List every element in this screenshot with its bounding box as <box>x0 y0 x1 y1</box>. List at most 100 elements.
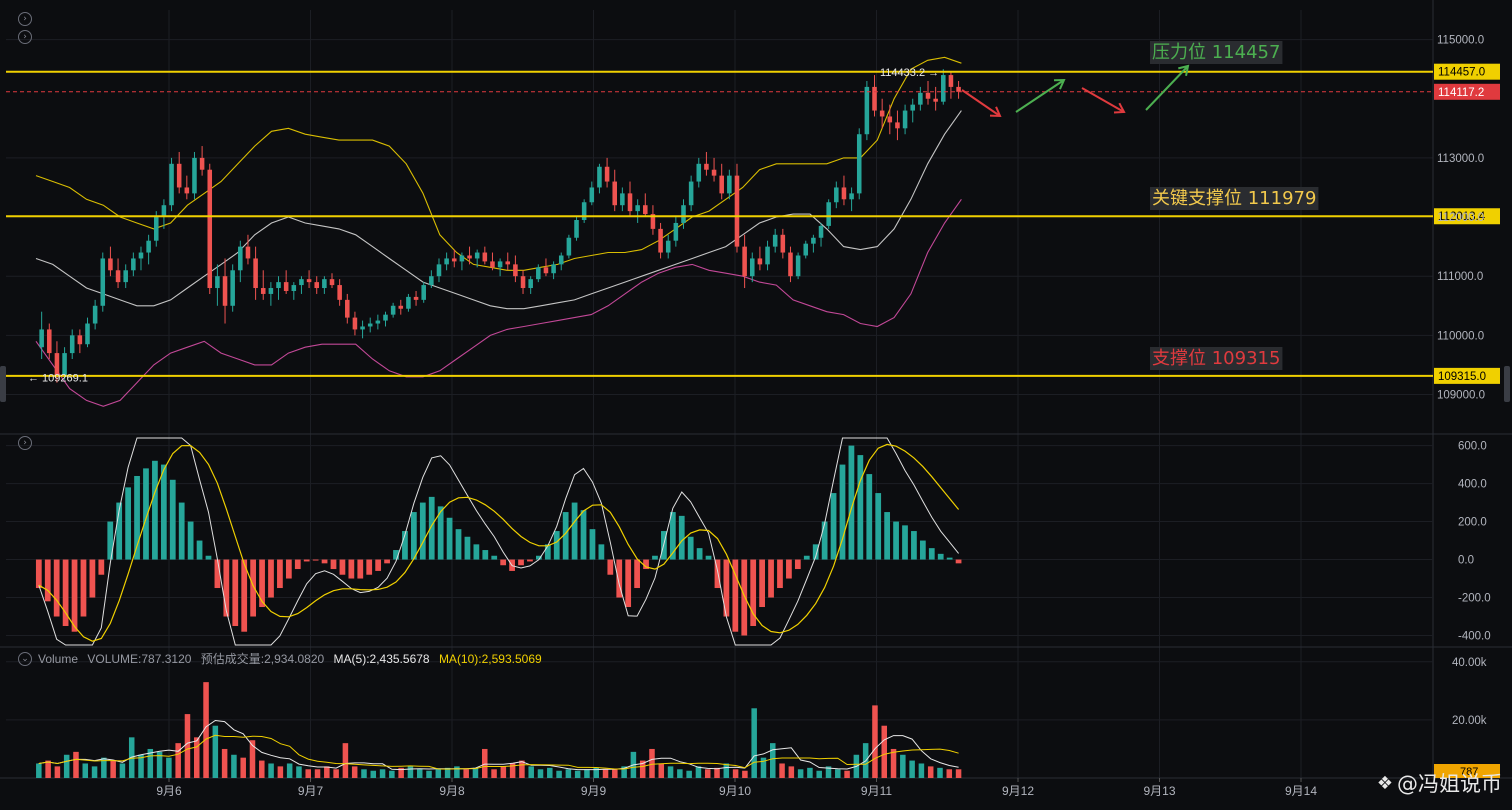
candle-up <box>681 205 686 223</box>
candle-down <box>926 93 931 99</box>
volume-bar <box>83 763 89 778</box>
macd-bar-positive <box>697 548 703 559</box>
candle-up <box>551 264 556 273</box>
macd-bar-negative <box>384 560 390 564</box>
expand-legend-icon[interactable]: › <box>18 30 32 44</box>
macd-bar-positive <box>206 556 212 560</box>
volume-bar <box>55 766 61 778</box>
candle-down <box>330 279 335 285</box>
volume-bar <box>900 755 906 778</box>
macd-bar-negative <box>759 560 765 607</box>
volume-bar <box>491 769 497 778</box>
candle-down <box>452 258 457 261</box>
volume-bar <box>343 743 349 778</box>
candle-up <box>697 164 702 182</box>
candle-up <box>536 267 541 279</box>
volume-bar <box>956 769 962 778</box>
volume-bar <box>872 705 878 778</box>
candle-down <box>490 261 495 267</box>
volume-bar <box>473 768 479 778</box>
macd-bar-positive <box>911 531 917 559</box>
candle-up <box>674 223 679 241</box>
candle-up <box>528 279 533 288</box>
candle-up <box>803 244 808 256</box>
candle-down <box>108 258 113 270</box>
candle-down <box>307 279 312 282</box>
candle-up <box>322 279 327 288</box>
macd-bar-negative <box>375 560 381 571</box>
right-scroll-handle[interactable] <box>1504 366 1510 402</box>
candle-down <box>704 164 709 170</box>
candle-down <box>781 235 786 253</box>
candle-up <box>727 176 732 194</box>
collapse-legend-icon[interactable]: › <box>18 12 32 26</box>
macd-bar-negative <box>518 560 524 566</box>
candle-down <box>337 285 342 300</box>
forecast-arrow-up <box>1016 80 1064 112</box>
volume-bar <box>835 769 841 778</box>
volume-bar <box>259 761 265 778</box>
left-scroll-handle[interactable] <box>0 366 6 402</box>
low-marker-label: ← 109269.1 <box>28 373 88 385</box>
macd-bar-positive <box>884 512 890 559</box>
candle-up <box>238 247 243 271</box>
candle-up <box>826 202 831 226</box>
candle-up <box>85 324 90 345</box>
volume-bar <box>305 769 311 778</box>
candle-down <box>177 164 182 188</box>
macd-bar-negative <box>250 560 256 617</box>
candle-up <box>391 306 396 315</box>
volume-legend-ma5: MA(5):2,435.5678 <box>334 652 430 666</box>
macd-bar-positive <box>866 474 872 559</box>
axes: 9月6 9月7 9月8 9月9 9月10 9月11 9月12 9月13 9月14115000.0… <box>156 35 1490 798</box>
bollinger-middle <box>36 111 961 309</box>
macd-bar-negative <box>768 560 774 598</box>
candle-down <box>888 116 893 122</box>
candle-down <box>742 247 747 277</box>
volume-bar <box>816 771 822 778</box>
candle-up <box>765 247 770 265</box>
macd-bar-positive <box>447 518 453 560</box>
volume-bar <box>556 771 562 778</box>
macd-tick-label: 200.0 <box>1458 517 1487 529</box>
macd-bar-negative <box>277 560 283 588</box>
candle-up <box>131 258 136 270</box>
candle-down <box>956 87 961 92</box>
macd-pane-toggle-icon[interactable]: › <box>18 436 32 450</box>
macd-bar-positive <box>473 544 479 559</box>
macd-bar-positive <box>572 503 578 560</box>
macd-bar-negative <box>304 560 310 562</box>
forecast-arrow-down <box>962 90 1000 116</box>
candle-up <box>918 93 923 105</box>
watermark: ❖ @冯姐说币 <box>1377 768 1502 798</box>
volume-pane-toggle-icon[interactable]: ⌄ <box>18 652 32 666</box>
candle-down <box>895 122 900 128</box>
candle-down <box>544 267 549 273</box>
macd-bar-negative <box>98 560 104 575</box>
candle-up <box>93 306 98 324</box>
volume-bar <box>566 769 572 778</box>
macd-bar-negative <box>286 560 292 579</box>
macd-bar-negative <box>90 560 96 598</box>
candle-down <box>284 282 289 291</box>
candle-down <box>345 300 350 318</box>
date-tick-label: 9月12 <box>1002 784 1034 798</box>
volume-bar <box>547 768 553 778</box>
level-annotation: 压力位 114457 <box>1152 42 1280 63</box>
volume-bar <box>696 766 702 778</box>
candle-up <box>796 255 801 276</box>
macd-tick-label: -200.0 <box>1458 593 1491 605</box>
current-price-label: 114117.2 <box>1438 87 1484 99</box>
macd-bar-positive <box>902 525 908 559</box>
volume-bar <box>612 769 618 778</box>
volume-bar <box>724 763 730 778</box>
volume-bar <box>417 769 423 778</box>
volume-bar <box>947 769 953 778</box>
macd-bar-positive <box>652 556 658 560</box>
volume-bar <box>751 708 757 778</box>
candle-up <box>819 226 824 238</box>
candle-down <box>521 276 526 288</box>
volume-bar <box>120 763 126 778</box>
macd-bar-positive <box>938 554 944 560</box>
